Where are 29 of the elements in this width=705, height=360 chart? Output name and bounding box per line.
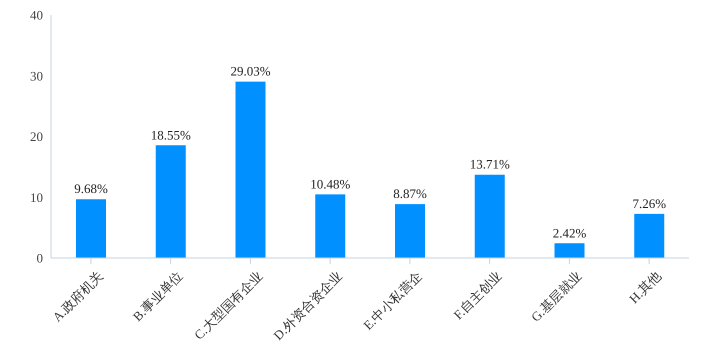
y-tick-label: 20 [30, 129, 43, 144]
data-label: 2.42% [552, 225, 586, 240]
data-label: 18.55% [150, 127, 191, 142]
x-tick-label: F.自主创业 [450, 268, 505, 322]
data-label: 29.03% [230, 64, 271, 79]
bar [634, 214, 664, 258]
data-label: 7.26% [632, 196, 666, 211]
data-label: 8.87% [393, 186, 427, 202]
bar [156, 145, 186, 258]
x-tick-label: E.中小私营企 [360, 268, 425, 333]
x-tick-label: D.外资合资企业 [270, 268, 346, 343]
data-label: 13.71% [470, 156, 510, 172]
bar [395, 204, 425, 258]
x-tick-label: C.大型国有企业 [191, 268, 266, 342]
y-tick-label: 30 [30, 68, 43, 84]
x-tick-label: B.事业单位 [130, 268, 186, 324]
bar [315, 194, 346, 258]
bar [76, 199, 106, 258]
x-tick-label: G.基层就业 [528, 268, 584, 325]
y-tick-label: 40 [30, 8, 43, 23]
bar [236, 82, 266, 258]
x-tick-label: A.政府机关 [49, 268, 106, 325]
y-tick-label: 0 [36, 250, 43, 266]
y-tick-label: 10 [30, 190, 43, 205]
bar [474, 174, 505, 258]
data-label: 9.68% [74, 181, 108, 196]
bar [554, 243, 584, 258]
x-tick-label: H.其他 [626, 268, 664, 306]
data-label: 10.48% [310, 176, 350, 192]
